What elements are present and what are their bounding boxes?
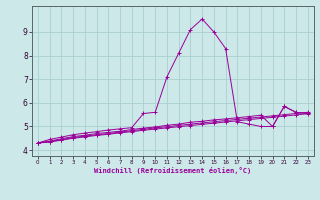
- X-axis label: Windchill (Refroidissement éolien,°C): Windchill (Refroidissement éolien,°C): [94, 167, 252, 174]
